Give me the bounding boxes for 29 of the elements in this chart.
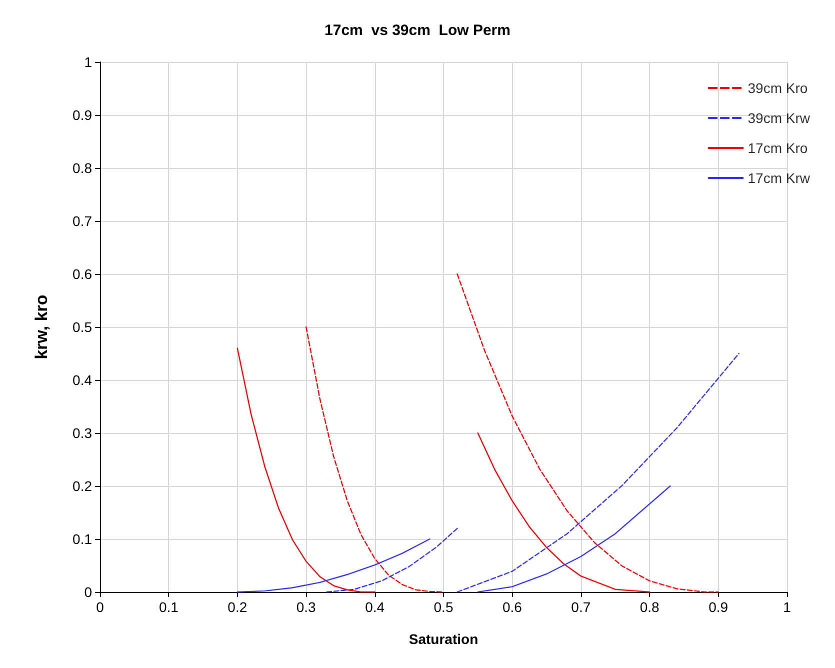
x-tick-label: 0.5	[434, 599, 454, 615]
y-tick-label: 0.5	[72, 319, 92, 335]
x-tick-label: 0.4	[365, 599, 385, 615]
legend-label: 17cm Kro	[748, 140, 808, 156]
y-tick-label: 0.4	[72, 372, 92, 388]
x-tick-label: 0.8	[640, 599, 660, 615]
legend-label: 39cm Krw	[748, 110, 811, 126]
x-tick-label: 0.9	[708, 599, 728, 615]
chart-title: 17cm vs 39cm Low Perm	[324, 22, 510, 39]
legend-label: 39cm Kro	[748, 80, 808, 96]
y-tick-label: 0.3	[72, 425, 92, 441]
y-tick-label: 0.7	[72, 213, 92, 229]
y-tick-label: 0.9	[72, 107, 92, 123]
x-tick-label: 1	[783, 599, 792, 615]
y-tick-label: 0	[84, 584, 92, 600]
x-tick-label: 0	[96, 599, 104, 615]
y-axis-title: krw, kro	[32, 294, 51, 360]
y-tick-label: 1	[84, 54, 92, 70]
x-axis-title: Saturation	[408, 631, 478, 647]
x-tick-label: 0.3	[296, 599, 316, 615]
y-tick-label: 0.1	[72, 531, 92, 547]
y-tick-label: 0.2	[72, 478, 92, 494]
x-tick-label: 0.6	[502, 599, 522, 615]
y-tick-label: 0.8	[72, 160, 92, 176]
y-tick-label: 0.6	[72, 266, 92, 282]
x-tick-label: 0.7	[571, 599, 591, 615]
legend-label: 17cm Krw	[748, 170, 811, 186]
x-tick-label: 0.2	[228, 599, 248, 615]
x-tick-label: 0.1	[158, 599, 179, 615]
